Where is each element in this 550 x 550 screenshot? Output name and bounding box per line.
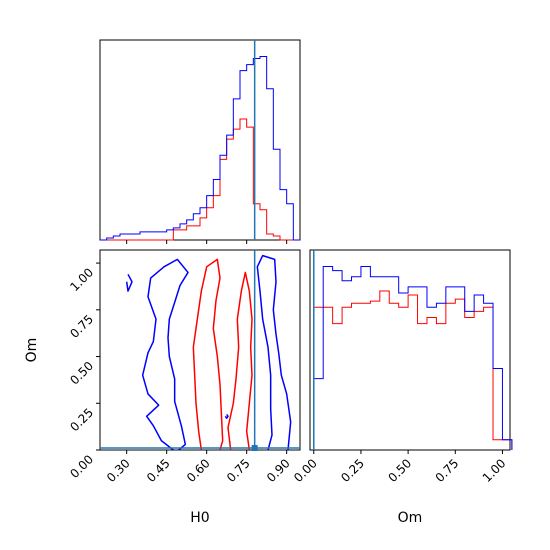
truth-marker xyxy=(251,445,258,451)
histogram-H0-series-blue xyxy=(100,56,300,241)
contour-panel-frame xyxy=(99,249,301,451)
contour-red-4 xyxy=(192,258,224,451)
histogram-Om-series-red xyxy=(313,290,513,450)
contour-red-5 xyxy=(227,271,253,451)
x-axis-label-H0: H0 xyxy=(190,510,209,526)
contour-panel xyxy=(99,249,301,451)
histogram-panel-H0 xyxy=(99,39,301,241)
contour-blue-0 xyxy=(141,258,189,451)
histogram-panel-Om xyxy=(309,249,513,451)
x-axis-label-Om: Om xyxy=(398,510,423,526)
histogram-Om-series-blue xyxy=(313,266,513,450)
histogram-panel-Om-frame xyxy=(309,249,511,451)
contour-blue-1 xyxy=(256,254,292,451)
histogram-H0-series-red xyxy=(100,118,300,241)
y-axis-label-Om: Om xyxy=(24,338,40,363)
contour-blue-2 xyxy=(125,273,133,292)
contour-blue-3 xyxy=(224,414,229,419)
